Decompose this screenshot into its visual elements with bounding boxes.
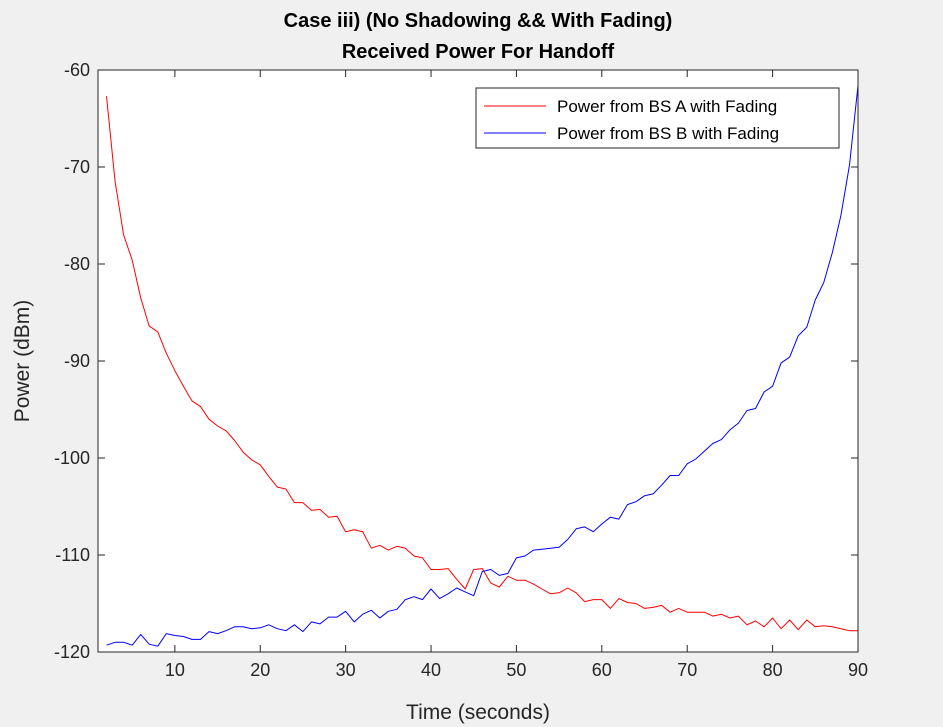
y-tick-label: -80 — [64, 254, 90, 274]
series-layer — [106, 85, 859, 647]
x-tick-label: 30 — [336, 660, 356, 680]
legend-label-bs-a: Power from BS A with Fading — [557, 97, 777, 116]
x-tick-label: 50 — [506, 660, 526, 680]
x-axis-label: Time (seconds) — [406, 701, 550, 724]
y-tick-label: -120 — [54, 642, 90, 662]
x-tick-label: 20 — [250, 660, 270, 680]
x-tick-label: 10 — [165, 660, 185, 680]
y-tick-label: -100 — [54, 448, 90, 468]
series-line-bs-a — [106, 96, 858, 632]
x-tick-label: 40 — [421, 660, 441, 680]
legend-box — [475, 87, 840, 149]
chart-title-line-1: Case iii) (No Shadowing && With Fading) — [284, 10, 673, 32]
plot-area — [98, 70, 858, 652]
y-tick-label: -60 — [64, 60, 90, 80]
chart-title-line-2: Received Power For Handoff — [342, 41, 615, 63]
y-tick-label: -90 — [64, 351, 90, 371]
x-tick-label: 80 — [763, 660, 783, 680]
x-tick-label: 60 — [592, 660, 612, 680]
y-axis-label: Power (dBm) — [11, 300, 34, 423]
legend[interactable]: Power from BS A with Fading Power from B… — [475, 87, 840, 149]
ticks-layer: 10 20 30 40 50 60 70 80 90 -60 -70 -80 -90 -100 -110 -1… — [54, 60, 868, 680]
series-line-bs-b — [106, 85, 859, 647]
y-tick-label: -110 — [55, 545, 90, 565]
x-tick-label: 90 — [848, 660, 868, 680]
y-tick-label: -70 — [64, 157, 90, 177]
x-tick-label: 70 — [677, 660, 697, 680]
legend-label-bs-b: Power from BS B with Fading — [557, 124, 779, 143]
